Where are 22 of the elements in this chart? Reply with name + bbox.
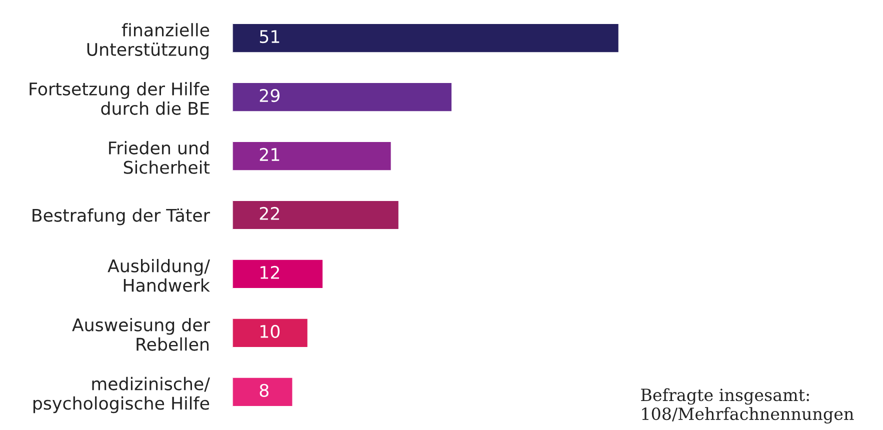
data-label: 21 [260,148,280,161]
bar [232,200,400,230]
y-tick-label: Ausweisung der Rebellen [72,318,210,351]
bar [232,258,324,290]
y-tick-label: Ausbildung/ Handwerk [108,258,210,292]
data-label: 10 [260,324,280,338]
bar [232,318,309,348]
bar [232,376,294,408]
data-label: 29 [260,88,280,102]
bar [232,140,392,172]
bar [232,22,620,54]
y-tick-label: finanzielle Unterstützung [87,23,210,60]
text: Befragte insgesamt: 108/Mehrfachnennungen [641,388,854,424]
y-tick-label: medizinische/ psychologische Hilfe [33,376,210,414]
data-label: 8 [260,384,268,397]
y-tick-label: Fortsetzung der Hilfe durch die BE [30,82,210,115]
data-label: 12 [260,266,279,279]
bar [232,82,453,112]
data-label: 22 [260,206,279,220]
y-tick-label: Bestrafung der Täter [32,208,210,226]
data-label: 51 [260,30,280,44]
y-tick-label: Frieden und Sicherheit [109,141,210,174]
